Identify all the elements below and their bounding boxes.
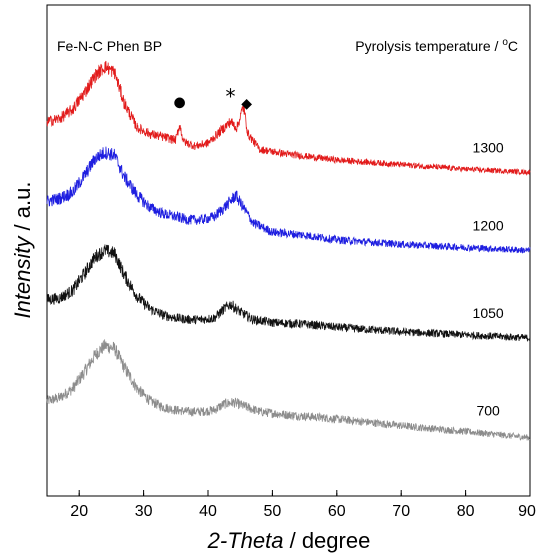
x-tick-label: 50 bbox=[264, 503, 282, 520]
phase-marker: ◆ bbox=[241, 96, 252, 112]
x-axis-title-italic: 2-Theta bbox=[207, 528, 284, 553]
x-tick-label: 60 bbox=[328, 503, 346, 520]
plot-frame bbox=[46, 4, 531, 497]
x-axis-ticks: 20 30 40 50 60 70 80 90 bbox=[70, 490, 536, 520]
sample-label: Fe-N-C Phen BP bbox=[57, 38, 162, 54]
x-axis-title-rest: / degree bbox=[283, 528, 370, 553]
phase-marker: ● bbox=[174, 95, 186, 111]
series-line-1200 bbox=[46, 146, 531, 254]
legend-title: Pyrolysis temperature / oC bbox=[355, 37, 518, 54]
x-tick-label: 70 bbox=[392, 503, 410, 520]
x-tick-label: 30 bbox=[135, 503, 153, 520]
legend-title-unit: C bbox=[508, 38, 518, 54]
y-axis-title-rest: / a.u. bbox=[10, 182, 35, 237]
series-label-1200: 1200 bbox=[473, 218, 504, 234]
x-tick-label: 80 bbox=[457, 503, 475, 520]
y-axis-title: Intensity / a.u. bbox=[10, 182, 35, 319]
y-axis-title-italic: Intensity bbox=[10, 235, 35, 319]
legend-title-degree: o bbox=[502, 37, 508, 48]
series-line-1050 bbox=[46, 244, 531, 342]
series-label-1300: 1300 bbox=[473, 139, 504, 155]
x-tick-label: 90 bbox=[518, 503, 536, 520]
phase-markers: ● * ◆ bbox=[174, 85, 253, 112]
series-line-1300 bbox=[46, 60, 531, 176]
series-layer bbox=[46, 60, 531, 441]
series-label-700: 700 bbox=[476, 403, 500, 419]
x-tick-label: 40 bbox=[199, 503, 217, 520]
x-axis-title: 2-Theta / degree bbox=[207, 528, 371, 553]
series-labels: 700 1050 1200 1300 bbox=[473, 139, 504, 418]
series-line-700 bbox=[46, 339, 531, 441]
phase-marker: * bbox=[226, 85, 236, 109]
legend-title-text: Pyrolysis temperature / bbox=[355, 38, 502, 54]
x-tick-label: 20 bbox=[70, 503, 88, 520]
series-label-1050: 1050 bbox=[473, 305, 504, 321]
